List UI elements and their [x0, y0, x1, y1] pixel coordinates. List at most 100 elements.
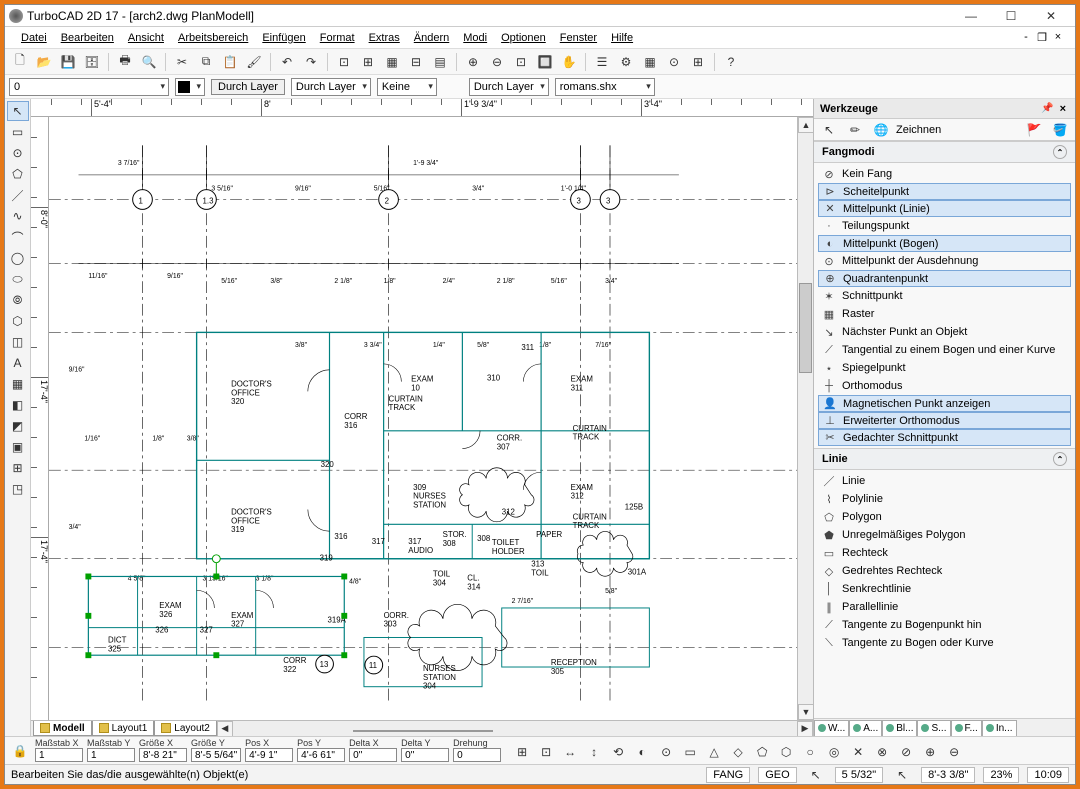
- menu-ansicht[interactable]: Ansicht: [122, 30, 170, 46]
- coord-5[interactable]: Pos Y4'-6 61": [297, 738, 345, 762]
- menu-aendern[interactable]: Ändern: [408, 30, 455, 46]
- left-tool-9-icon[interactable]: ⦾: [7, 290, 29, 310]
- mdi-min-button[interactable]: -: [1019, 31, 1033, 44]
- left-tool-13-icon[interactable]: ▦: [7, 374, 29, 394]
- tool4-icon[interactable]: ⊟: [405, 51, 427, 73]
- menu-datei[interactable]: Datei: [15, 30, 53, 46]
- collapse-linie-icon[interactable]: ⌃: [1053, 452, 1067, 466]
- menu-einfuegen[interactable]: Einfügen: [256, 30, 311, 46]
- coord-tool-14-icon[interactable]: ✕: [847, 741, 869, 763]
- mdi-close-button[interactable]: ×: [1051, 31, 1065, 44]
- coord-lock-icon[interactable]: 🔒: [9, 740, 31, 762]
- paint-icon[interactable]: 🖌: [243, 51, 265, 73]
- left-tool-7-icon[interactable]: ◯: [7, 248, 29, 268]
- coord-0[interactable]: Maßstab X1: [35, 738, 83, 762]
- minimize-button[interactable]: —: [951, 6, 991, 26]
- coord-4[interactable]: Pos X4'-9 1": [245, 738, 293, 762]
- lineweight-combo[interactable]: Durch Layer: [469, 78, 549, 96]
- left-tool-12-icon[interactable]: A: [7, 353, 29, 373]
- panel-tab-4[interactable]: F...: [951, 720, 982, 736]
- fill-icon[interactable]: 🪣: [1049, 119, 1071, 141]
- tab-layout2[interactable]: Layout2: [154, 721, 217, 736]
- coord-tool-10-icon[interactable]: ⬠: [751, 741, 773, 763]
- ortho-icon[interactable]: ⊞: [687, 51, 709, 73]
- status-fang[interactable]: FANG: [706, 767, 750, 783]
- coord-tool-15-icon[interactable]: ⊗: [871, 741, 893, 763]
- grid-icon[interactable]: ▦: [639, 51, 661, 73]
- snap-item-5[interactable]: ⊙Mittelpunkt der Ausdehnung: [818, 252, 1071, 270]
- line-item-3[interactable]: ⬟Unregelmäßiges Polygon: [818, 526, 1071, 544]
- layer-combo[interactable]: 0: [9, 78, 169, 96]
- panel-tab-3[interactable]: S...: [917, 720, 950, 736]
- snap-item-1[interactable]: ⊳Scheitelpunkt: [818, 183, 1071, 200]
- left-tool-15-icon[interactable]: ◩: [7, 416, 29, 436]
- scroll-left-icon[interactable]: ◀: [217, 721, 233, 737]
- snap-item-14[interactable]: ⊥Erweiterter Orthomodus: [818, 412, 1071, 429]
- select-mode-icon[interactable]: ↖: [818, 119, 840, 141]
- snap-item-0[interactable]: ⊘Kein Fang: [818, 165, 1071, 183]
- pan-icon[interactable]: ✋: [558, 51, 580, 73]
- snap-item-13[interactable]: 👤Magnetischen Punkt anzeigen: [818, 395, 1071, 412]
- scroll-down-icon[interactable]: ▼: [798, 704, 814, 720]
- snap-item-3[interactable]: ·Teilungspunkt: [818, 217, 1071, 235]
- font-combo[interactable]: romans.shx: [555, 78, 655, 96]
- snap-item-2[interactable]: ✕Mittelpunkt (Linie): [818, 200, 1071, 217]
- panel-close-icon[interactable]: ×: [1057, 103, 1069, 115]
- save-icon[interactable]: 💾: [57, 51, 79, 73]
- world-mode-icon[interactable]: 🌐: [870, 119, 892, 141]
- zoom-in-icon[interactable]: ⊕: [462, 51, 484, 73]
- coord-tool-9-icon[interactable]: ◇: [727, 741, 749, 763]
- coord-tool-5-icon[interactable]: ◐: [631, 741, 653, 763]
- coord-tool-0-icon[interactable]: ⊞: [511, 741, 533, 763]
- snap-item-15[interactable]: ✂Gedachter Schnittpunkt: [818, 429, 1071, 446]
- left-tool-17-icon[interactable]: ⊞: [7, 458, 29, 478]
- status-zoom[interactable]: 23%: [983, 767, 1019, 783]
- snap-item-10[interactable]: ⟋Tangential zu einem Bogen und einer Kur…: [818, 341, 1071, 359]
- zoom-out-icon[interactable]: ⊖: [486, 51, 508, 73]
- left-tool-10-icon[interactable]: ⬡: [7, 311, 29, 331]
- left-tool-0-icon[interactable]: ↖: [7, 101, 29, 121]
- paste-icon[interactable]: 📋: [219, 51, 241, 73]
- undo-icon[interactable]: ↶: [276, 51, 298, 73]
- coord-tool-2-icon[interactable]: ↔: [559, 741, 581, 763]
- flag-icon[interactable]: 🚩: [1023, 119, 1045, 141]
- line-item-4[interactable]: ▭Rechteck: [818, 544, 1071, 562]
- tab-modell[interactable]: Modell: [33, 721, 92, 736]
- coord-2[interactable]: Größe X8'-8 21": [139, 738, 187, 762]
- left-tool-2-icon[interactable]: ⊙: [7, 143, 29, 163]
- line-item-7[interactable]: ∥Parallellinie: [818, 598, 1071, 616]
- menu-extras[interactable]: Extras: [363, 30, 406, 46]
- redo-icon[interactable]: ↷: [300, 51, 322, 73]
- coord-tool-3-icon[interactable]: ↕: [583, 741, 605, 763]
- panel-tab-5[interactable]: In...: [982, 720, 1017, 736]
- snap-item-9[interactable]: ↘Nächster Punkt an Objekt: [818, 323, 1071, 341]
- line-item-9[interactable]: ⟍Tangente zu Bogen oder Kurve: [818, 634, 1071, 652]
- line-item-0[interactable]: ／Linie: [818, 472, 1071, 490]
- color-combo[interactable]: [175, 78, 205, 96]
- snap-item-4[interactable]: ◐Mittelpunkt (Bogen): [818, 235, 1071, 252]
- snap-icon[interactable]: ⊙: [663, 51, 685, 73]
- panel-tab-0[interactable]: W...: [814, 720, 849, 736]
- layers-icon[interactable]: ☰: [591, 51, 613, 73]
- scrollbar-horizontal[interactable]: Modell Layout1 Layout2 ◀ ▶: [31, 720, 813, 736]
- tool5-icon[interactable]: ▤: [429, 51, 451, 73]
- snap-item-11[interactable]: ⋆Spiegelpunkt: [818, 359, 1071, 377]
- left-tool-18-icon[interactable]: ◳: [7, 479, 29, 499]
- copy-icon[interactable]: ⧉: [195, 51, 217, 73]
- menu-format[interactable]: Format: [314, 30, 361, 46]
- coord-tool-1-icon[interactable]: ⊡: [535, 741, 557, 763]
- tool2-icon[interactable]: ⊞: [357, 51, 379, 73]
- menu-optionen[interactable]: Optionen: [495, 30, 552, 46]
- coord-tool-11-icon[interactable]: ⬡: [775, 741, 797, 763]
- coord-tool-6-icon[interactable]: ⊙: [655, 741, 677, 763]
- snap-item-12[interactable]: ┼Orthomodus: [818, 377, 1071, 395]
- snap-item-6[interactable]: ⊕Quadrantenpunkt: [818, 270, 1071, 287]
- menu-hilfe[interactable]: Hilfe: [605, 30, 639, 46]
- preview-icon[interactable]: 🔍: [138, 51, 160, 73]
- left-tool-6-icon[interactable]: ⌒: [7, 227, 29, 247]
- coord-7[interactable]: Delta Y0": [401, 738, 449, 762]
- open-icon[interactable]: 📂: [33, 51, 55, 73]
- mdi-restore-button[interactable]: ❐: [1035, 31, 1049, 44]
- left-tool-5-icon[interactable]: ∿: [7, 206, 29, 226]
- coord-tool-16-icon[interactable]: ⊘: [895, 741, 917, 763]
